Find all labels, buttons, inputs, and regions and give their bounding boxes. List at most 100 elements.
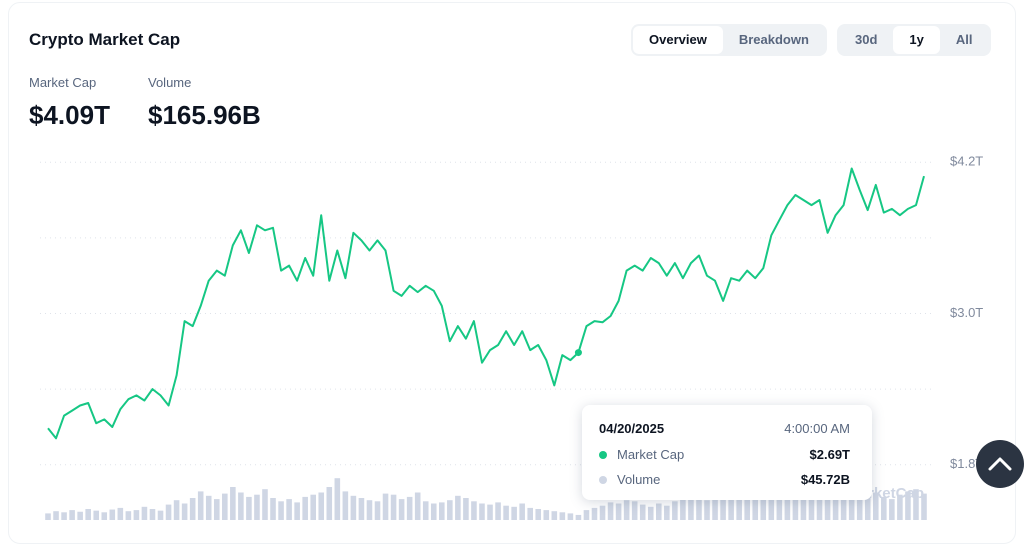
tab[interactable]: 1y [893, 26, 940, 54]
volume-bar [61, 512, 67, 520]
volume-bar [326, 487, 333, 520]
tab[interactable]: Overview [633, 26, 723, 54]
volume-bar [77, 511, 83, 520]
tab[interactable]: 30d [855, 32, 878, 47]
volume-bar [422, 501, 429, 520]
tab[interactable]: Breakdown [738, 32, 809, 47]
stat-label: Market Cap [29, 75, 97, 90]
tooltip-date: 04/20/2025 [599, 421, 665, 436]
volume-bar [358, 498, 365, 520]
volume-bar [238, 492, 244, 520]
volume-bar [664, 505, 670, 520]
volume-bar [390, 494, 397, 520]
volume-bar [230, 487, 236, 520]
volume-bar [503, 505, 509, 520]
volume-bar [455, 495, 461, 520]
volume-bar [471, 501, 477, 520]
volume-bar [672, 501, 678, 520]
volume-bar [728, 491, 734, 520]
stat-label: Volume [148, 75, 192, 90]
volume-bar [430, 503, 437, 520]
volume-bar [53, 511, 59, 520]
volume-bar [109, 509, 116, 520]
volume-bar [889, 499, 895, 520]
hover-point [574, 349, 582, 357]
volume-bar [824, 495, 831, 520]
volume-bar [680, 499, 686, 520]
volume-bar [567, 513, 574, 520]
volume-bar [85, 509, 91, 520]
volume-bar [656, 503, 662, 520]
title: Crypto Market Cap [29, 30, 181, 49]
chevron-icon [988, 457, 1012, 471]
volume-bar [133, 510, 140, 520]
volume-bar [439, 502, 445, 520]
volume-bar [181, 503, 188, 520]
volume-bar [149, 509, 156, 520]
volume-bar [607, 502, 614, 520]
volume-bar [559, 512, 566, 520]
volume-bar [872, 492, 879, 520]
volume-bar [519, 503, 525, 520]
volume-bar [816, 493, 823, 520]
volume-bar [881, 496, 887, 520]
volume-bar [615, 503, 622, 520]
volume-bar [382, 493, 389, 520]
volume-bar [848, 490, 855, 520]
volume-bar [623, 500, 630, 520]
volume-bar [808, 487, 815, 520]
volume-bar [792, 496, 799, 520]
scroll-top-button[interactable] [976, 440, 1024, 488]
volume-bar [736, 494, 742, 520]
volume-bar [414, 492, 421, 520]
volume-bar [286, 499, 292, 520]
volume-bar [487, 504, 493, 520]
volume-bar [246, 496, 252, 520]
volume-bar [800, 491, 807, 520]
volume-bar [101, 512, 108, 520]
volume-bar [760, 495, 767, 520]
volume-bar [913, 489, 919, 520]
volume-bar [302, 496, 308, 520]
volume-bar [342, 491, 349, 520]
volume-bar [69, 510, 75, 520]
view-tabs: Overview Breakdown [631, 24, 827, 56]
volume-bar [318, 492, 325, 520]
volume-bar [495, 502, 501, 520]
volume-bar [45, 513, 51, 520]
volume-bar [398, 499, 405, 520]
tooltip-value: $45.72B [800, 472, 850, 487]
volume-bar [591, 507, 598, 520]
volume-bar [527, 507, 533, 520]
volume-bar [197, 491, 204, 520]
volume-bar [551, 511, 558, 520]
volume-bar [334, 478, 341, 520]
volume-bar [856, 494, 863, 520]
tooltip-dot [599, 451, 607, 459]
volume-bar [262, 489, 268, 520]
volume-bar [213, 499, 220, 520]
tooltip-label: Market Cap [617, 447, 685, 462]
stat-value: $4.09T [29, 100, 110, 130]
volume-bar [832, 498, 839, 520]
volume-bar [157, 510, 164, 520]
y-tick-label: $1.8T [950, 456, 983, 471]
tab[interactable]: All [955, 32, 973, 47]
volume-bar [310, 494, 316, 520]
volume-bar [535, 509, 542, 520]
market-cap-line [47, 167, 925, 440]
volume-bar [583, 510, 590, 520]
volume-bar [696, 495, 702, 520]
stat: Volume $165.96B [148, 75, 261, 131]
volume-bar [205, 495, 212, 520]
volume-bar [270, 498, 276, 520]
volume-bar [631, 501, 638, 520]
volume-bar [784, 494, 791, 520]
volume-bar [447, 500, 453, 520]
volume-bar [647, 506, 654, 520]
range-tabs: 30d 1y All [837, 24, 991, 56]
volume-bar [543, 510, 550, 520]
volume-bar [117, 507, 124, 520]
stat: Market Cap $4.09T [29, 75, 110, 131]
volume-bar [921, 493, 927, 520]
